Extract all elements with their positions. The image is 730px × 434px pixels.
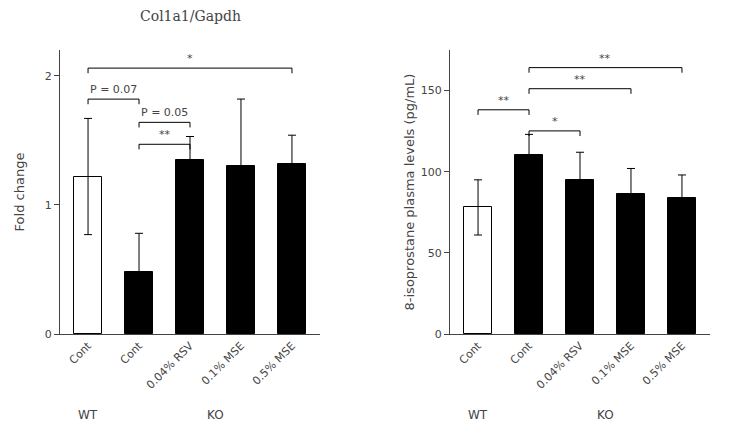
svg-text:150: 150 (421, 84, 442, 97)
svg-text:Fold change: Fold change (12, 153, 27, 232)
svg-text:2: 2 (45, 70, 52, 83)
svg-text:0.04% RSV: 0.04% RSV (144, 339, 196, 391)
svg-text:WT: WT (78, 408, 98, 422)
svg-text:**: ** (574, 73, 586, 86)
svg-text:0.04% RSV: 0.04% RSV (534, 339, 586, 391)
svg-text:Cont: Cont (67, 339, 95, 367)
svg-text:1: 1 (45, 199, 52, 212)
svg-text:50: 50 (428, 247, 442, 260)
svg-text:Cont: Cont (508, 339, 536, 367)
svg-text:**: ** (599, 52, 611, 65)
svg-text:8-isoprostane plasma levels (p: 8-isoprostane plasma levels (pg/mL) (402, 74, 417, 311)
svg-text:WT: WT (468, 408, 488, 422)
svg-text:KO: KO (597, 408, 614, 422)
svg-text:*: * (187, 52, 193, 65)
svg-text:0: 0 (45, 328, 52, 341)
svg-text:0.1% MSE: 0.1% MSE (589, 339, 637, 387)
svg-text:0.1% MSE: 0.1% MSE (199, 339, 247, 387)
svg-text:Cont: Cont (118, 339, 146, 367)
svg-text:KO: KO (207, 408, 224, 422)
svg-text:100: 100 (421, 166, 442, 179)
svg-text:**: ** (498, 94, 510, 107)
svg-text:Cont: Cont (457, 339, 485, 367)
svg-text:0.5% MSE: 0.5% MSE (640, 339, 688, 387)
svg-text:**: ** (159, 128, 171, 141)
svg-text:P = 0.07: P = 0.07 (90, 83, 137, 96)
svg-text:P = 0.05: P = 0.05 (141, 106, 188, 119)
svg-text:0.5% MSE: 0.5% MSE (250, 339, 298, 387)
svg-text:*: * (552, 115, 558, 128)
svg-text:Col1a1/Gapdh: Col1a1/Gapdh (140, 8, 241, 24)
svg-text:0: 0 (435, 328, 442, 341)
